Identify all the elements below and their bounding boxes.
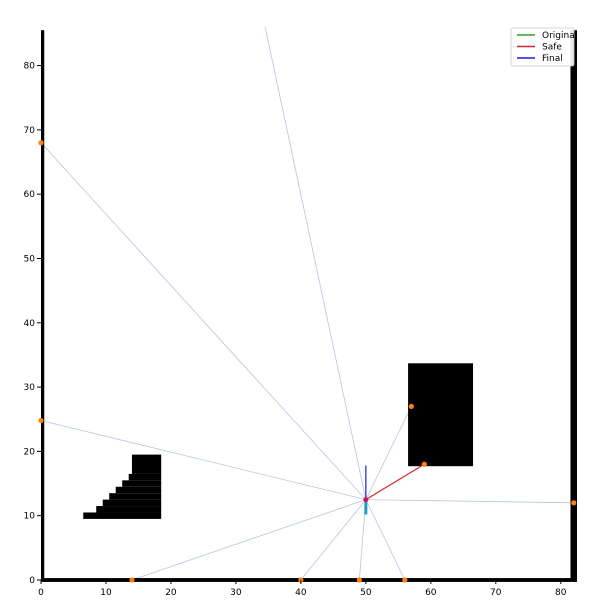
scan-ray [131,499,366,581]
obstacle-wall-right [570,30,577,581]
obstacle-wall-bottom [41,578,577,582]
x-tick-label: 0 [38,588,44,598]
y-tick-label: 10 [24,512,36,522]
x-tick-label: 80 [555,588,567,598]
x-axis-ticks: 0 10 20 30 40 50 60 70 80 [38,580,567,598]
scan-hit-point [408,403,414,409]
scan-hit-point [356,577,362,583]
staircase-obstacle-step [96,506,162,513]
x-tick-label: 70 [490,588,502,598]
scan-hit-point [421,461,427,467]
y-tick-label: 80 [24,62,36,72]
staircase-obstacle-step [128,473,162,481]
legend-box [510,27,575,67]
scan-ray [365,499,574,504]
safe-path-line [365,463,425,501]
scan-hit-point [402,577,408,583]
x-tick-label: 10 [100,588,112,598]
x-tick-label: 20 [165,588,177,598]
y-tick-label: 60 [24,190,36,200]
scan-hit-point [38,140,44,146]
paths [365,463,425,501]
obstacle-block-right [408,363,474,467]
y-tick-label: 30 [24,383,36,393]
staircase-obstacle-step [131,454,162,474]
staircase-obstacle-step [122,480,162,487]
scan-ray [40,142,367,500]
y-tick-label: 40 [24,319,36,329]
y-tick-label: 20 [24,447,36,457]
scan-ray [365,499,406,581]
scan-hit-points [38,140,577,583]
y-tick-label: 0 [29,576,35,586]
scan-hit-point [38,417,44,424]
y-tick-label: 50 [24,254,36,264]
staircase-obstacle-step [102,499,162,507]
legend-label: Final [542,54,563,64]
scan-ray [300,499,367,581]
x-tick-label: 30 [230,588,242,598]
legend-label: Safe [542,43,562,53]
y-axis-ticks: 0 10 20 30 40 50 60 70 80 [24,62,41,586]
scan-ray [365,406,412,500]
staircase-obstacle-step [83,512,162,519]
obstacle-wall-left [41,30,45,581]
robot-position-point [363,497,369,503]
obstacles [41,30,577,582]
staircase-obstacle-step [109,493,162,500]
scan-hit-point [129,577,135,583]
x-tick-label: 40 [295,588,307,598]
robot-marker [363,497,369,515]
scan-ray [264,26,367,500]
staircase-obstacle-step [115,486,162,494]
x-tick-label: 60 [425,588,437,598]
scan-ray [40,420,366,501]
x-tick-label: 50 [360,588,372,598]
legend-label: Original [542,31,577,41]
scan-hit-point [571,500,577,506]
y-tick-label: 70 [24,126,36,136]
